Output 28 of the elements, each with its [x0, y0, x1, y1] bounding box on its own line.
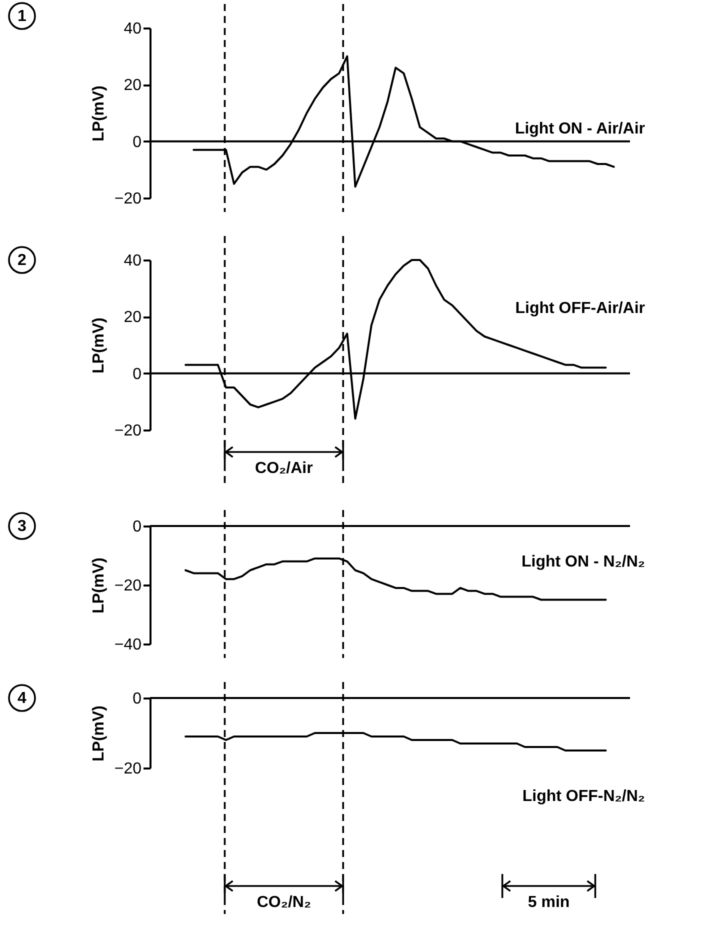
text: CO₂/Air: [255, 460, 313, 477]
y-axis-title: LP(mV): [90, 318, 108, 374]
text: 1: [18, 8, 27, 25]
text: 2: [18, 252, 27, 269]
annotation: Light OFF-Air/Air: [515, 300, 645, 318]
text: 3: [18, 518, 27, 535]
y-tick-label: 40: [124, 252, 142, 270]
y-tick-label: 0: [132, 690, 142, 708]
y-tick-label: −40: [114, 636, 142, 654]
annotation: Light ON - Air/Air: [514, 120, 645, 138]
text: 4: [18, 690, 27, 707]
text: CO₂/N₂: [256, 894, 312, 911]
y-axis-title: LP(mV): [90, 86, 108, 142]
text: Light OFF-N₂/N₂: [522, 788, 645, 805]
y-tick-label: 0: [132, 366, 142, 383]
y-tick-label: 20: [124, 309, 142, 326]
y-tick-label: 40: [124, 20, 142, 38]
y-tick-label: −20: [114, 578, 142, 594]
text: 5 min: [528, 894, 570, 911]
annotation: Light ON - N₂/N₂: [521, 554, 645, 571]
y-tick-label: 0: [132, 134, 142, 151]
y-tick-label: −20: [114, 760, 142, 778]
y-tick-label: 0: [132, 518, 142, 536]
y-tick-label: −20: [114, 422, 142, 440]
y-axis-title: LP(mV): [90, 558, 108, 614]
y-tick-label: −20: [114, 190, 142, 208]
y-axis-title: LP(mV): [90, 706, 108, 762]
y-tick-label: 20: [124, 77, 142, 94]
